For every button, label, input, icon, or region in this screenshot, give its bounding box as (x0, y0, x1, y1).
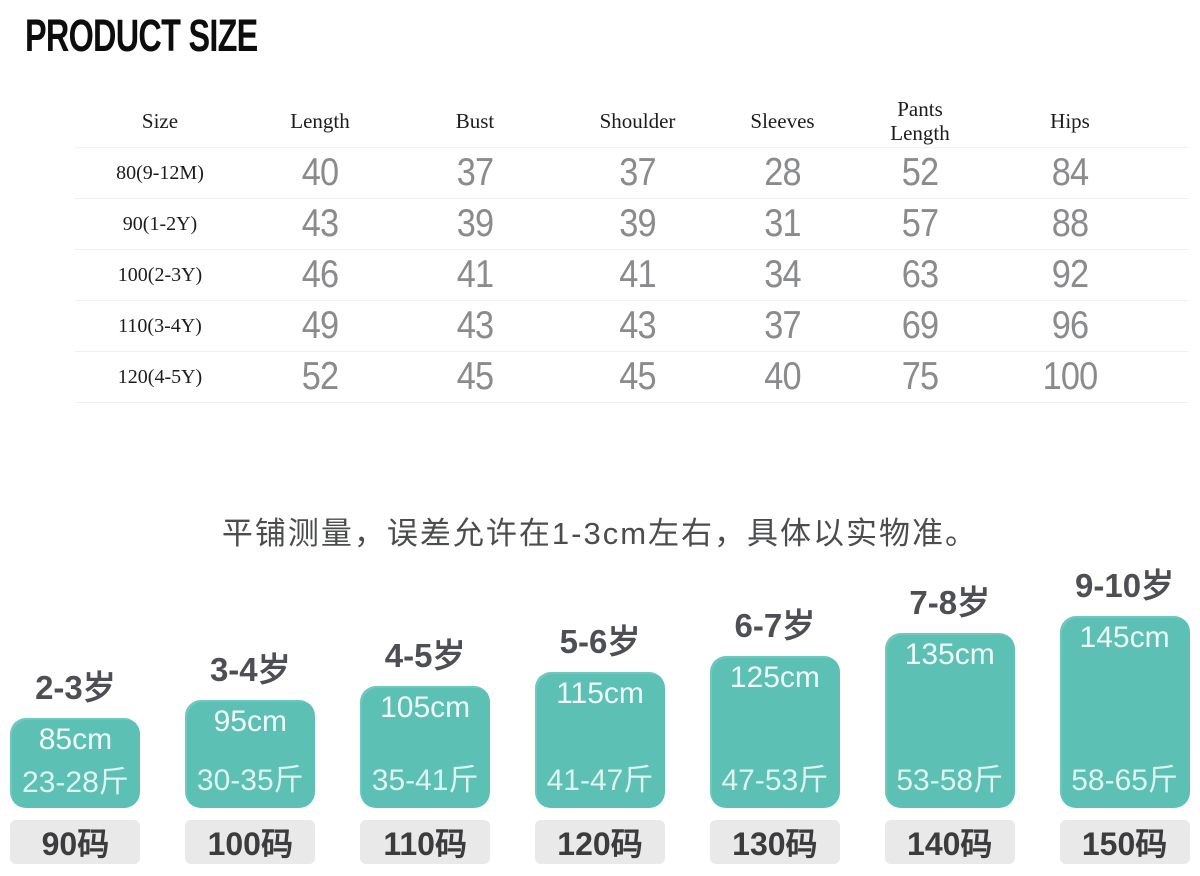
cell-length: 52 (301, 355, 339, 398)
bar-group-140: 7-8岁 135cm 53-58斤 140码 (874, 576, 1025, 864)
table-row: 90(1-2Y) 43 39 39 31 57 88 (75, 199, 1188, 250)
cell-length: 40 (301, 151, 339, 194)
col-header-length: Length (290, 108, 350, 133)
cell-pants-length: 57 (901, 202, 939, 245)
page-title: PRODUCT SIZE (25, 10, 258, 61)
cell-sleeves: 37 (764, 304, 801, 347)
cell-hips: 88 (1051, 202, 1089, 245)
table-row: 110(3-4Y) 49 43 43 37 69 96 (75, 301, 1188, 352)
bar-group-90: 2-3岁 85cm 23-28斤 90码 (0, 661, 151, 864)
weight-label: 47-53斤 (721, 764, 829, 797)
bar-group-130: 6-7岁 125cm 47-53斤 130码 (699, 599, 850, 864)
weight-label: 41-47斤 (546, 764, 654, 797)
cell-bust: 45 (456, 355, 494, 398)
row-size-label: 80(9-12M) (116, 161, 204, 184)
size-code-badge: 150码 (1059, 820, 1190, 864)
col-header-sleeves: Sleeves (750, 108, 815, 133)
bar-group-100: 3-4岁 95cm 30-35斤 100码 (175, 643, 326, 864)
size-code-badge: 110码 (360, 820, 491, 864)
size-code-badge: 90码 (10, 820, 141, 864)
row-size-label: 120(4-5Y) (117, 365, 203, 388)
size-code-badge: 140码 (884, 820, 1015, 864)
measurement-tolerance-note: 平铺测量，误差允许在1-3cm左右，具体以实物准。 (221, 516, 979, 551)
size-bar: 125cm 47-53斤 (709, 656, 840, 808)
cell-bust: 43 (456, 304, 494, 347)
height-label: 145cm (1079, 621, 1170, 654)
cell-length: 43 (301, 202, 339, 245)
size-table-header-row: Size Length Bust Shoulder Sleeves Pants … (75, 95, 1188, 148)
cell-shoulder: 37 (619, 151, 656, 194)
row-size-label: 110(3-4Y) (118, 314, 202, 337)
size-code-badge: 100码 (185, 820, 316, 864)
size-code-badge: 130码 (709, 820, 840, 864)
cell-pants-length: 52 (901, 151, 939, 194)
size-code-badge: 120码 (535, 820, 665, 864)
cell-pants-length: 75 (901, 355, 939, 398)
weight-label: 58-65斤 (1071, 764, 1178, 797)
weight-label: 53-58斤 (896, 764, 1004, 797)
age-label: 2-3岁 (35, 669, 116, 706)
cell-hips: 84 (1051, 151, 1089, 194)
cell-shoulder: 39 (619, 202, 656, 245)
cell-sleeves: 34 (764, 253, 801, 296)
age-label: 5-6岁 (559, 623, 641, 660)
size-bar: 105cm 35-41斤 (360, 686, 491, 808)
age-label: 7-8岁 (909, 584, 991, 621)
cell-bust: 41 (456, 253, 494, 296)
cell-shoulder: 43 (619, 304, 656, 347)
size-bar: 135cm 53-58斤 (884, 633, 1015, 808)
age-label: 6-7岁 (734, 607, 816, 644)
table-row: 80(9-12M) 40 37 37 28 52 84 (75, 148, 1188, 199)
size-bar: 95cm 30-35斤 (185, 700, 316, 808)
col-header-size: Size (141, 108, 179, 133)
height-label: 85cm (38, 723, 113, 756)
cell-pants-length: 63 (901, 253, 939, 296)
bar-group-150: 9-10岁 145cm 58-65斤 150码 (1049, 559, 1200, 864)
table-row: 120(4-5Y) 52 45 45 40 75 100 (75, 352, 1188, 403)
size-bar: 85cm 23-28斤 (10, 718, 141, 808)
age-size-bar-chart: 2-3岁 85cm 23-28斤 90码 3-4岁 95cm 30-35斤 10… (0, 559, 1200, 864)
weight-label: 35-41斤 (371, 764, 479, 797)
col-header-bust: Bust (455, 108, 495, 133)
age-label: 3-4岁 (209, 651, 291, 688)
size-bar: 115cm 41-47斤 (535, 672, 665, 808)
col-header-hips: Hips (1050, 108, 1090, 133)
cell-length: 46 (301, 253, 339, 296)
col-header-shoulder: Shoulder (599, 108, 676, 133)
weight-label: 30-35斤 (196, 764, 304, 797)
bar-group-110: 4-5岁 105cm 35-41斤 110码 (350, 629, 501, 864)
cell-hips: 92 (1051, 253, 1089, 296)
cell-sleeves: 31 (764, 202, 801, 245)
bar-group-120: 5-6岁 115cm 41-47斤 120码 (525, 615, 676, 864)
cell-shoulder: 41 (619, 253, 656, 296)
cell-sleeves: 28 (764, 151, 801, 194)
cell-sleeves: 40 (764, 355, 801, 398)
row-size-label: 100(2-3Y) (117, 263, 203, 286)
table-row: 100(2-3Y) 46 41 41 34 63 92 (75, 250, 1188, 301)
cell-bust: 39 (456, 202, 494, 245)
height-label: 95cm (213, 705, 287, 738)
height-label: 105cm (380, 691, 471, 724)
cell-bust: 37 (456, 151, 494, 194)
age-label: 4-5岁 (384, 637, 466, 674)
height-label: 115cm (556, 677, 644, 710)
cell-pants-length: 69 (901, 304, 939, 347)
weight-label: 23-28斤 (22, 766, 129, 799)
cell-hips: 100 (1042, 355, 1099, 398)
age-label: 9-10岁 (1075, 567, 1175, 604)
row-size-label: 90(1-2Y) (122, 212, 198, 235)
cell-length: 49 (301, 304, 339, 347)
cell-shoulder: 45 (619, 355, 656, 398)
cell-hips: 96 (1051, 304, 1089, 347)
height-label: 125cm (729, 661, 820, 694)
size-bar: 145cm 58-65斤 (1059, 616, 1190, 808)
height-label: 135cm (904, 638, 995, 671)
size-table: Size Length Bust Shoulder Sleeves Pants … (75, 95, 1188, 403)
col-header-pants-length: Pants Length (890, 96, 950, 145)
